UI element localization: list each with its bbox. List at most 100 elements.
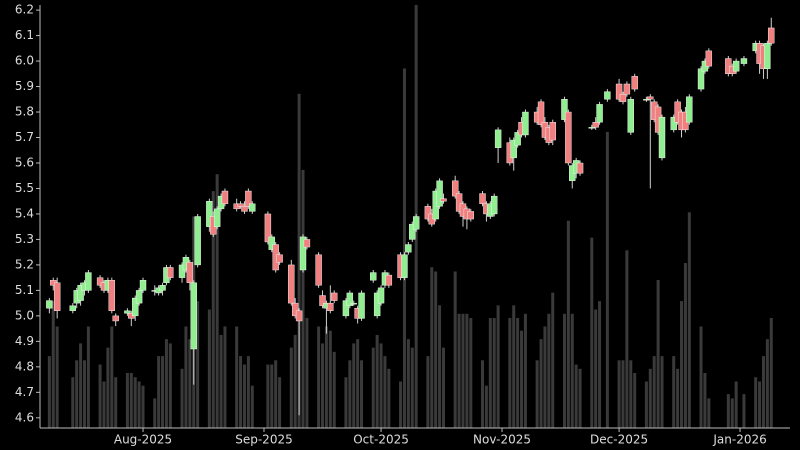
- volume-bar: [75, 360, 79, 428]
- candle-body: [491, 195, 498, 215]
- candle-body: [268, 236, 275, 250]
- volume-bar: [301, 169, 305, 428]
- candle-body: [686, 96, 693, 123]
- volume-bar: [125, 373, 129, 428]
- volume-bar: [168, 343, 172, 428]
- volume-bar: [289, 347, 293, 428]
- volume-bar: [734, 381, 738, 428]
- volume-bar: [660, 356, 664, 428]
- candle-body: [436, 180, 443, 207]
- volume-bar: [754, 377, 758, 428]
- x-tick-label: Jan-2026: [712, 433, 766, 447]
- volume-bar: [219, 334, 223, 428]
- candle-body: [194, 216, 201, 266]
- volume-bar: [180, 368, 184, 428]
- candle-body: [643, 99, 650, 101]
- volume-bar: [761, 356, 765, 428]
- volume-bar: [410, 347, 414, 428]
- volume-bar: [652, 356, 656, 428]
- volume-bar: [242, 364, 246, 428]
- candle-body: [241, 206, 248, 212]
- volume-bar: [551, 292, 555, 428]
- candle-body: [565, 111, 572, 164]
- volume-bar: [98, 364, 102, 428]
- candle-body: [167, 267, 174, 278]
- volume-bar: [114, 377, 118, 428]
- volume-bar: [488, 318, 492, 428]
- volume-bar: [133, 377, 137, 428]
- x-tick-label: Dec-2025: [590, 433, 648, 447]
- y-tick-label: 6.0: [15, 54, 34, 68]
- volume-bar: [328, 330, 332, 428]
- candle-body: [319, 295, 326, 306]
- volume-bar: [278, 377, 282, 428]
- y-tick-label: 4.7: [15, 385, 34, 399]
- candle-body: [604, 91, 611, 100]
- y-tick-label: 5.0: [15, 308, 34, 322]
- volume-bar: [683, 263, 687, 428]
- volume-layer: [47, 5, 773, 428]
- volume-bar: [578, 368, 582, 428]
- volume-bar: [629, 360, 633, 428]
- volume-bar: [360, 360, 364, 428]
- x-tick-label: Nov-2025: [473, 433, 531, 447]
- candle-body: [178, 264, 186, 278]
- candle-body: [112, 315, 119, 322]
- volume-bar: [469, 318, 473, 428]
- candle-body: [405, 244, 412, 253]
- volume-bar: [434, 271, 438, 428]
- candle-body: [85, 272, 92, 291]
- candle-body: [627, 99, 634, 133]
- volume-bar: [703, 373, 707, 428]
- volume-bar: [644, 381, 648, 428]
- candle-body: [132, 297, 139, 317]
- volume-bar: [305, 318, 309, 428]
- volume-bar: [430, 267, 434, 428]
- candle-body: [342, 300, 350, 317]
- candle-body: [424, 206, 432, 220]
- candle-body: [740, 58, 748, 64]
- y-tick-label: 5.5: [15, 181, 34, 195]
- candle-body: [615, 83, 623, 100]
- volume-bar: [570, 313, 574, 428]
- volume-bar: [387, 368, 391, 428]
- volume-bar: [441, 347, 445, 428]
- candle-body: [537, 101, 545, 125]
- candle-body: [623, 83, 631, 95]
- volume-bar: [379, 343, 383, 428]
- volume-bar: [625, 250, 629, 428]
- y-tick-label: 4.9: [15, 334, 34, 348]
- candle-body: [53, 282, 61, 311]
- y-tick-label: 6.1: [15, 28, 34, 42]
- volume-bar: [215, 174, 219, 428]
- candle-body: [647, 96, 654, 100]
- volume-bar: [594, 309, 598, 428]
- candle-body: [315, 254, 322, 286]
- candle-body: [249, 203, 256, 212]
- candle-body: [522, 111, 529, 136]
- volume-bar: [344, 377, 348, 428]
- candle-body: [732, 60, 740, 72]
- volume-bar: [765, 339, 769, 428]
- candle-body: [670, 116, 677, 131]
- volume-bar: [508, 318, 512, 428]
- x-tick-label: Aug-2025: [114, 433, 172, 447]
- y-tick-label: 5.2: [15, 257, 34, 271]
- volume-bar: [492, 318, 496, 428]
- volume-bar: [621, 360, 625, 428]
- volume-bar: [129, 373, 133, 428]
- candle-body: [377, 287, 385, 304]
- candle-body: [588, 127, 595, 129]
- candle-body: [264, 213, 272, 243]
- candle-body: [159, 285, 166, 291]
- candle-body: [385, 274, 393, 286]
- volume-bar: [106, 347, 110, 428]
- candle-body: [510, 139, 517, 159]
- y-tick-label: 5.4: [15, 206, 34, 220]
- candle-body: [561, 99, 568, 120]
- candle-body: [206, 201, 213, 227]
- volume-bar: [239, 356, 243, 428]
- candle-body: [245, 190, 252, 207]
- candle-body: [186, 262, 194, 283]
- candle-body: [295, 310, 303, 322]
